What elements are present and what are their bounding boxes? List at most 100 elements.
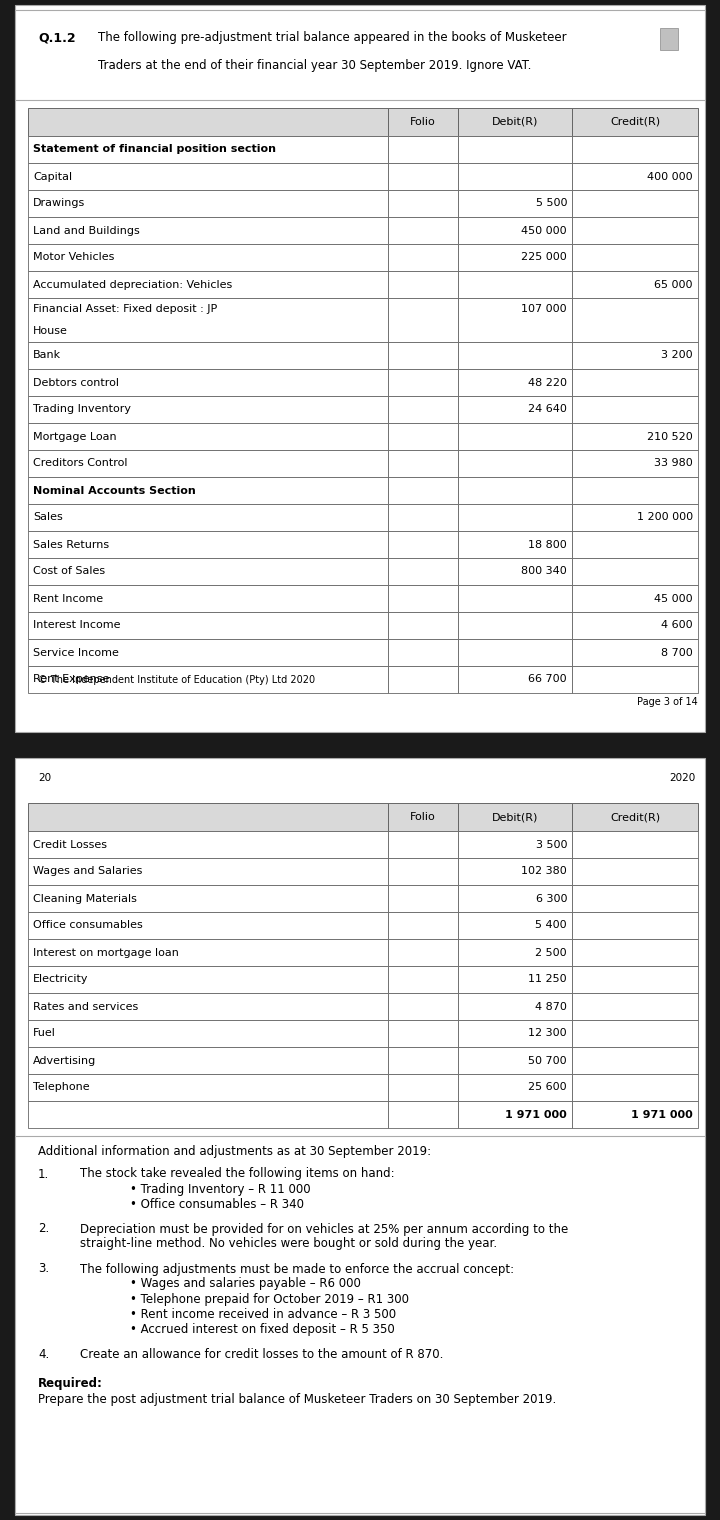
Bar (458, 135, 572, 163)
Bar (572, 217, 698, 245)
Bar (28, 397, 388, 423)
Bar (28, 342, 388, 369)
Bar (388, 638, 458, 666)
Bar (388, 558, 458, 585)
Text: The stock take revealed the following items on hand:: The stock take revealed the following it… (80, 1167, 395, 1181)
Bar (458, 967, 572, 993)
Bar (572, 967, 698, 993)
Text: Rent Income: Rent Income (33, 593, 103, 603)
Text: 2020: 2020 (669, 774, 695, 783)
Text: The following adjustments must be made to enforce the accrual concept:: The following adjustments must be made t… (80, 1263, 514, 1275)
Bar (458, 217, 572, 245)
Bar (458, 1075, 572, 1100)
Bar (388, 190, 458, 217)
Bar (458, 993, 572, 1020)
Bar (388, 803, 458, 831)
Bar (388, 271, 458, 298)
Bar (28, 505, 388, 530)
Text: • Telephone prepaid for October 2019 – R1 300: • Telephone prepaid for October 2019 – R… (130, 1292, 409, 1306)
Bar (572, 505, 698, 530)
Bar (28, 638, 388, 666)
Text: 5 500: 5 500 (536, 199, 567, 208)
Bar (458, 558, 572, 585)
Bar (388, 666, 458, 693)
Text: 45 000: 45 000 (654, 593, 693, 603)
Bar (388, 831, 458, 857)
Text: Cost of Sales: Cost of Sales (33, 567, 105, 576)
Text: Rent Expense: Rent Expense (33, 675, 109, 684)
Text: Motor Vehicles: Motor Vehicles (33, 252, 114, 263)
Text: Folio: Folio (410, 117, 436, 128)
Bar (388, 450, 458, 477)
Text: Nominal Accounts Section: Nominal Accounts Section (33, 485, 196, 496)
Text: 3 500: 3 500 (536, 839, 567, 850)
Bar (458, 108, 572, 135)
Text: 25 600: 25 600 (528, 1082, 567, 1093)
Text: 11 250: 11 250 (528, 974, 567, 985)
Text: 5 400: 5 400 (536, 921, 567, 930)
Text: Fuel: Fuel (33, 1029, 56, 1038)
Bar (28, 217, 388, 245)
Text: 2.: 2. (38, 1222, 49, 1236)
Bar (388, 939, 458, 967)
Bar (572, 666, 698, 693)
Text: 1 200 000: 1 200 000 (637, 512, 693, 523)
Text: Interest on mortgage loan: Interest on mortgage loan (33, 947, 179, 958)
Bar (15, 11, 705, 100)
Text: Q.1.2: Q.1.2 (38, 32, 76, 44)
Text: 4 870: 4 870 (535, 1002, 567, 1011)
Text: 33 980: 33 980 (654, 459, 693, 468)
Bar (388, 163, 458, 190)
Text: The following pre-adjustment trial balance appeared in the books of Musketeer: The following pre-adjustment trial balan… (98, 32, 567, 44)
Text: Advertising: Advertising (33, 1055, 96, 1066)
Bar (28, 108, 388, 135)
Text: Statement of financial position section: Statement of financial position section (33, 144, 276, 155)
Text: Accumulated depreciation: Vehicles: Accumulated depreciation: Vehicles (33, 280, 233, 289)
Text: Cleaning Materials: Cleaning Materials (33, 894, 137, 903)
Bar (572, 638, 698, 666)
Bar (28, 939, 388, 967)
Bar (28, 369, 388, 397)
Bar (28, 1020, 388, 1047)
Text: 4 600: 4 600 (662, 620, 693, 631)
Bar (572, 163, 698, 190)
Bar (572, 803, 698, 831)
Text: 20: 20 (38, 774, 51, 783)
Text: • Wages and salaries payable – R6 000: • Wages and salaries payable – R6 000 (130, 1277, 361, 1290)
Bar (458, 1020, 572, 1047)
Text: Traders at the end of their financial year 30 September 2019. Ignore VAT.: Traders at the end of their financial ye… (98, 58, 531, 71)
Text: 102 380: 102 380 (521, 866, 567, 877)
Bar (572, 369, 698, 397)
Bar (458, 245, 572, 271)
Text: Prepare the post adjustment trial balance of Musketeer Traders on 30 September 2: Prepare the post adjustment trial balanc… (38, 1392, 557, 1406)
Bar (458, 939, 572, 967)
Text: • Trading Inventory – R 11 000: • Trading Inventory – R 11 000 (130, 1183, 310, 1196)
Text: © The Independent Institute of Education (Pty) Ltd 2020: © The Independent Institute of Education… (38, 675, 315, 686)
Text: 24 640: 24 640 (528, 404, 567, 415)
Text: Page 3 of 14: Page 3 of 14 (637, 698, 698, 707)
Bar (28, 993, 388, 1020)
Bar (388, 967, 458, 993)
Text: Credit(R): Credit(R) (610, 812, 660, 822)
Bar (388, 613, 458, 638)
Text: 48 220: 48 220 (528, 377, 567, 388)
Text: 3.: 3. (38, 1263, 49, 1275)
Bar (388, 912, 458, 939)
Bar (458, 1047, 572, 1075)
Text: Create an allowance for credit losses to the amount of R 870.: Create an allowance for credit losses to… (80, 1348, 444, 1360)
Bar (28, 271, 388, 298)
Bar (572, 939, 698, 967)
Bar (572, 423, 698, 450)
Text: 1 971 000: 1 971 000 (631, 1110, 693, 1120)
Text: 1 971 000: 1 971 000 (505, 1110, 567, 1120)
Bar (458, 912, 572, 939)
Bar (458, 857, 572, 885)
Text: 2 500: 2 500 (536, 947, 567, 958)
Bar (28, 831, 388, 857)
Bar (388, 857, 458, 885)
Bar (458, 638, 572, 666)
Bar (388, 477, 458, 505)
Text: Credit Losses: Credit Losses (33, 839, 107, 850)
Bar (458, 397, 572, 423)
Bar (572, 613, 698, 638)
